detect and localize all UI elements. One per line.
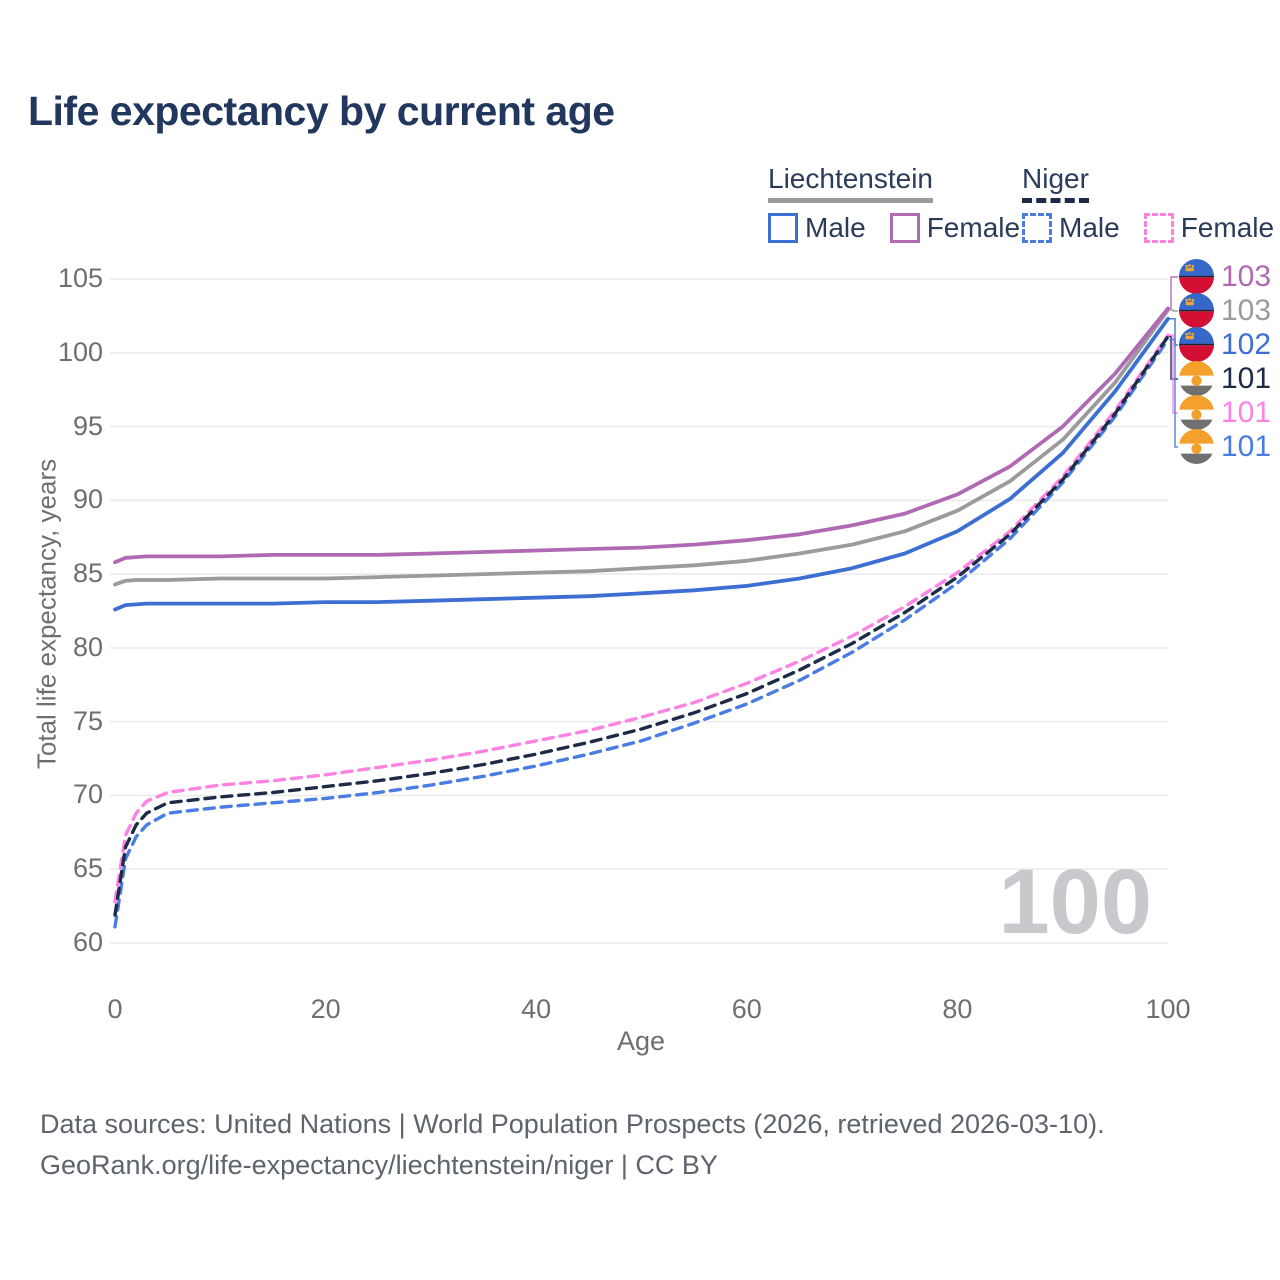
series-line-liechtenstein-female bbox=[113, 306, 1170, 565]
liechtenstein-flag-icon bbox=[1179, 259, 1214, 294]
page-title: Life expectancy by current age bbox=[28, 88, 615, 134]
legend-label-female: Female bbox=[1180, 212, 1275, 243]
niger-flag-icon bbox=[1179, 429, 1214, 464]
x-tick-label-100: 100 bbox=[1145, 994, 1191, 1024]
legend-group-liechtenstein: Liechtenstein Male Female bbox=[768, 163, 1044, 244]
end-value-label: 101 bbox=[1221, 361, 1272, 395]
y-tick-label-75: 75 bbox=[72, 705, 103, 736]
series-line-niger-male bbox=[113, 337, 1170, 929]
y-tick-label-105: 105 bbox=[57, 263, 103, 293]
legend-group-niger: Niger Male Female bbox=[1022, 163, 1280, 244]
legend-item-liechtenstein-female[interactable]: Female bbox=[889, 212, 1021, 244]
liechtenstein-male-swatch-icon bbox=[768, 213, 798, 243]
liechtenstein-flag-icon bbox=[1179, 293, 1214, 328]
niger-female-swatch-icon bbox=[1143, 213, 1174, 243]
liechtenstein-flag-icon bbox=[1179, 327, 1214, 362]
end-value-row-niger-both-sexes: 101 bbox=[1179, 361, 1271, 396]
niger-flag-icon bbox=[1179, 361, 1214, 396]
legend-label-female: Female bbox=[926, 212, 1021, 243]
series-line-niger-both-sexes bbox=[113, 334, 1170, 917]
y-tick-label-70: 70 bbox=[72, 779, 103, 810]
x-tick-label-0: 0 bbox=[107, 994, 123, 1024]
series-line-niger-female bbox=[113, 333, 1170, 904]
leader-line-liechtenstein-female bbox=[1169, 276, 1178, 310]
niger-male-swatch-icon bbox=[1022, 213, 1052, 243]
end-value-label: 103 bbox=[1221, 259, 1272, 293]
x-tick-label-20: 20 bbox=[310, 994, 341, 1024]
x-tick-label-40: 40 bbox=[521, 994, 552, 1024]
end-value-row-niger-male: 101 bbox=[1179, 429, 1271, 464]
y-tick-label-90: 90 bbox=[72, 484, 103, 515]
legend-label-male: Male bbox=[1059, 212, 1120, 243]
source-attribution: Data sources: United Nations | World Pop… bbox=[40, 1104, 1105, 1186]
y-tick-label-100: 100 bbox=[57, 336, 103, 367]
x-tick-label-60: 60 bbox=[731, 994, 762, 1024]
end-value-row-liechtenstein-both-sexes: 103 bbox=[1179, 293, 1271, 328]
legend-country-liechtenstein[interactable]: Liechtenstein bbox=[768, 163, 934, 203]
x-tick-label-80: 80 bbox=[942, 994, 973, 1024]
leader-line-liechtenstein-both-sexes bbox=[1169, 309, 1178, 312]
legend-label-male: Male bbox=[805, 212, 866, 243]
legend-item-liechtenstein-male[interactable]: Male bbox=[768, 212, 866, 244]
y-tick-label-80: 80 bbox=[72, 631, 103, 662]
y-tick-label-65: 65 bbox=[72, 853, 103, 884]
liechtenstein-female-swatch-icon bbox=[889, 213, 920, 243]
current-age-watermark: 100 bbox=[998, 851, 1153, 953]
end-value-row-liechtenstein-female: 103 bbox=[1179, 259, 1271, 294]
end-value-label: 103 bbox=[1221, 293, 1272, 327]
y-tick-label-95: 95 bbox=[72, 410, 103, 441]
series-line-liechtenstein-male bbox=[113, 316, 1170, 612]
legend-item-niger-male[interactable]: Male bbox=[1022, 212, 1120, 244]
end-value-row-niger-female: 101 bbox=[1179, 395, 1271, 430]
y-tick-label-60: 60 bbox=[72, 927, 103, 957]
leader-line-niger-male bbox=[1169, 338, 1178, 448]
source-line-1: Data sources: United Nations | World Pop… bbox=[40, 1109, 1105, 1139]
source-line-2: GeoRank.org/life-expectancy/liechtenstei… bbox=[40, 1150, 718, 1180]
end-value-label: 101 bbox=[1221, 429, 1272, 463]
x-axis-title: Age bbox=[616, 1026, 666, 1056]
end-value-label: 101 bbox=[1221, 395, 1272, 429]
niger-flag-icon bbox=[1179, 395, 1214, 430]
end-value-label: 102 bbox=[1221, 327, 1272, 361]
legend-item-niger-female[interactable]: Female bbox=[1143, 212, 1275, 244]
leader-line-liechtenstein-male bbox=[1169, 318, 1178, 346]
y-tick-label-85: 85 bbox=[72, 558, 103, 589]
series-line-liechtenstein-both-sexes bbox=[113, 308, 1170, 587]
end-value-row-liechtenstein-male: 102 bbox=[1179, 327, 1271, 362]
legend-country-niger[interactable]: Niger bbox=[1022, 163, 1089, 203]
